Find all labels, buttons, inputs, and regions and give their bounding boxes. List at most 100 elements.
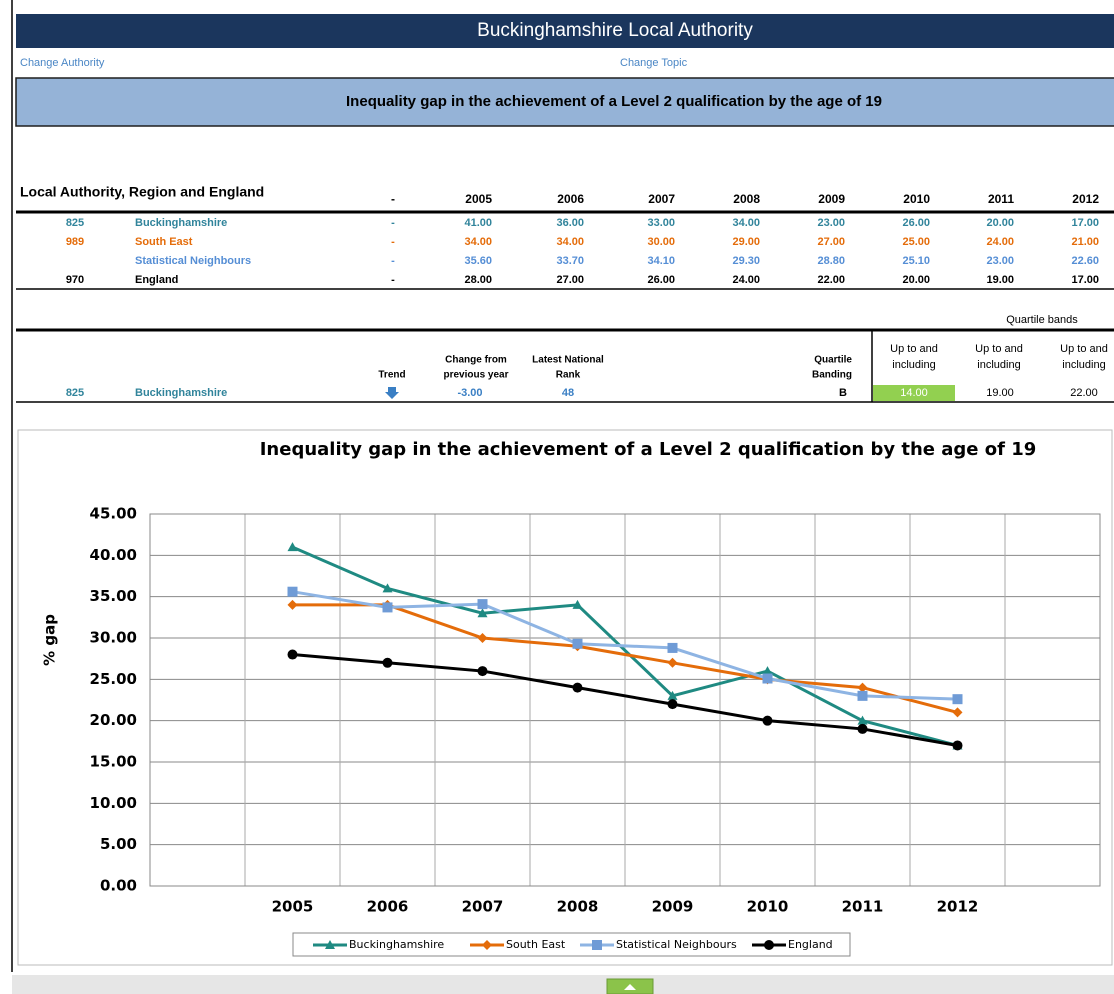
series-line [291, 545, 958, 747]
column-header: Change from [445, 355, 507, 366]
x-tick-label: 2005 [272, 898, 314, 916]
y-tick-label: 30.00 [90, 629, 137, 647]
marker [382, 583, 393, 593]
column-header: Up to and [975, 343, 1023, 355]
marker [667, 690, 678, 700]
y-tick-label: 0.00 [100, 877, 137, 895]
table-cell: 22.60 [1071, 255, 1099, 267]
column-header: Local Authority, Region and England [20, 184, 264, 200]
y-tick-label: 15.00 [90, 753, 137, 771]
marker [762, 715, 773, 726]
marker [667, 699, 678, 710]
series-line [292, 653, 958, 747]
y-tick-label: 40.00 [90, 546, 137, 564]
table-cell: 28.80 [817, 255, 845, 267]
y-tick-label: 35.00 [90, 587, 137, 605]
marker [857, 723, 868, 734]
column-header: Banding [812, 370, 852, 381]
marker [287, 542, 298, 552]
link[interactable]: Change Topic [620, 57, 688, 69]
table-cell: 24.00 [986, 236, 1014, 248]
marker [477, 633, 488, 643]
marker [572, 638, 583, 649]
x-tick-label: 2006 [367, 898, 409, 916]
marker [482, 940, 492, 950]
y-axis-label: % gap [41, 614, 59, 666]
table-cell: 48 [562, 387, 574, 399]
marker [857, 682, 868, 693]
legend-label: England [788, 938, 833, 951]
table-cell: 23.00 [986, 255, 1014, 267]
marker [287, 649, 298, 660]
column-header: including [1062, 359, 1105, 371]
column-header: previous year [443, 370, 508, 381]
topic-title: Inequality gap in the achievement of a L… [346, 93, 882, 110]
y-tick-label: 10.00 [90, 794, 137, 812]
table-cell: - [391, 236, 395, 248]
table-cell: Statistical Neighbours [135, 255, 251, 267]
column-header: 2007 [648, 192, 675, 206]
header-bar [16, 14, 1114, 48]
table-cell: 20.00 [986, 217, 1014, 229]
link[interactable]: Change Authority [20, 57, 105, 69]
footer-bar [12, 975, 1114, 994]
column-header: - [391, 192, 395, 206]
series-line [292, 603, 958, 714]
table-cell: 34.00 [556, 236, 584, 248]
marker [287, 599, 298, 610]
table-cell: 23.00 [817, 217, 845, 229]
table-cell: Buckinghamshire [135, 387, 227, 399]
marker [325, 940, 335, 949]
x-tick-label: 2010 [747, 898, 789, 916]
column-header: Up to and [1060, 343, 1108, 355]
table-cell: 24.00 [732, 274, 760, 286]
legend-label: Statistical Neighbours [616, 938, 737, 951]
marker [572, 682, 583, 693]
table-cell: 27.00 [556, 274, 584, 286]
table-cell: 29.00 [732, 236, 760, 248]
table-cell: 34.10 [647, 255, 675, 267]
column-header: 2008 [733, 192, 760, 206]
marker [952, 707, 963, 718]
y-tick-label: 45.00 [90, 505, 137, 523]
table-cell: 989 [66, 236, 84, 248]
caption: Quartile bands [1006, 314, 1078, 326]
y-tick-label: 25.00 [90, 670, 137, 688]
marker [667, 642, 678, 653]
table-cell: - [391, 274, 395, 286]
marker [952, 740, 963, 751]
column-header: including [977, 359, 1020, 371]
trend-arrow [385, 387, 399, 399]
table-cell: 14.00 [900, 387, 928, 399]
legend-box [292, 932, 851, 957]
column-header: 2012 [1072, 192, 1099, 206]
marker [477, 608, 488, 618]
table-cell: 25.10 [902, 255, 930, 267]
marker [857, 715, 868, 725]
table-cell: 30.00 [647, 236, 675, 248]
table-cell: 19.00 [986, 274, 1014, 286]
y-tick-label: 5.00 [100, 835, 137, 853]
marker [592, 940, 602, 950]
legend-label: Buckinghamshire [349, 938, 444, 951]
table-cell: Buckinghamshire [135, 217, 227, 229]
table-cell: 17.00 [1071, 217, 1099, 229]
x-tick-label: 2009 [652, 898, 694, 916]
column-header: 2010 [903, 192, 930, 206]
marker [952, 694, 963, 705]
table-cell: -3.00 [457, 387, 482, 399]
table-cell: 41.00 [464, 217, 492, 229]
topic-box [15, 77, 1114, 127]
table-cell: 825 [66, 217, 84, 229]
table-cell: England [135, 274, 178, 286]
table-cell: - [391, 217, 395, 229]
legend-label: South East [506, 938, 566, 951]
column-header: 2005 [465, 192, 492, 206]
chart-title: Inequality gap in the achievement of a L… [260, 439, 1037, 460]
marker [667, 657, 678, 668]
y-tick-label: 20.00 [90, 711, 137, 729]
marker [764, 940, 774, 950]
table-cell: 25.00 [902, 236, 930, 248]
